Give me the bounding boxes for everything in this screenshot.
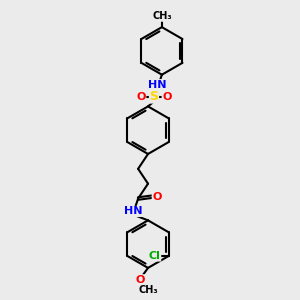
Text: S: S [149, 90, 158, 103]
Text: O: O [152, 192, 162, 202]
Text: CH₃: CH₃ [138, 285, 158, 295]
Text: O: O [162, 92, 172, 101]
Text: O: O [135, 275, 145, 285]
Text: O: O [136, 92, 146, 101]
Text: CH₃: CH₃ [152, 11, 172, 21]
Text: HN: HN [124, 206, 142, 216]
Text: HN: HN [148, 80, 166, 90]
Text: Cl: Cl [149, 251, 161, 261]
